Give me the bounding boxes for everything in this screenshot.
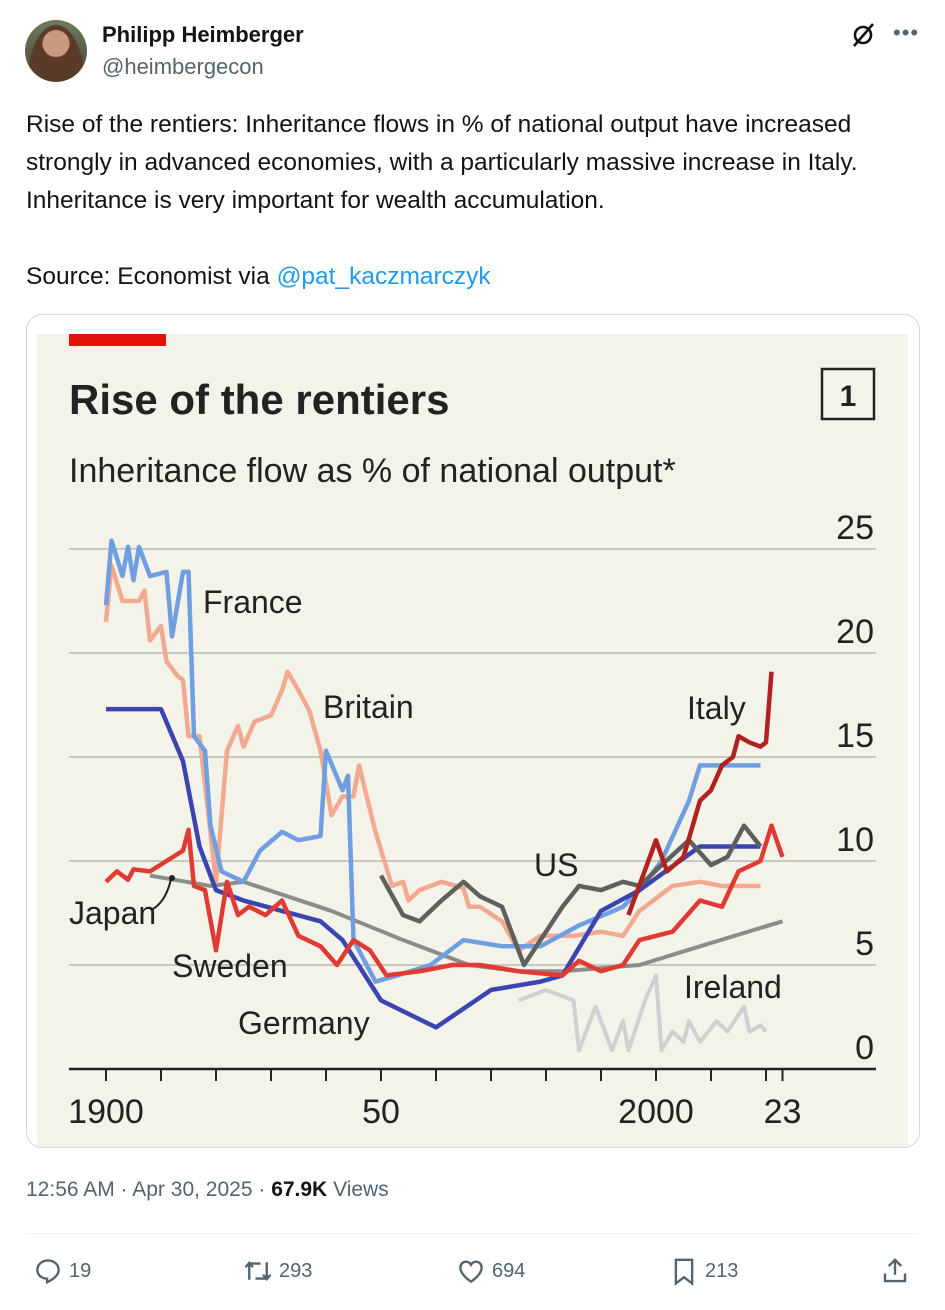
reply-icon	[36, 1259, 60, 1285]
bookmark-icon	[674, 1258, 694, 1286]
chart-number-box	[820, 367, 876, 421]
bookmark-count: 213	[705, 1259, 739, 1282]
x-tick-label: 1900	[68, 1093, 144, 1131]
reply-count: 19	[69, 1259, 92, 1282]
share-icon	[883, 1258, 907, 1283]
x-tick-label: 50	[362, 1093, 400, 1131]
chart-subtitle: Inheritance flow as % of national output…	[69, 452, 676, 490]
y-tick-label: 10	[836, 821, 874, 859]
y-tick-label: 5	[855, 925, 874, 963]
repost-button[interactable]: 293	[243, 1256, 312, 1286]
series-label-sweden: Sweden	[172, 948, 288, 984]
tweet-time[interactable]: 12:56 AM	[26, 1178, 115, 1201]
japan-leader-line	[152, 878, 172, 910]
series-line-sweden	[104, 823, 785, 978]
chart: Rise of the rentiers Inheritance flow as…	[37, 334, 908, 1147]
japan-leader-dot	[169, 875, 175, 881]
repost-count: 293	[279, 1259, 313, 1282]
series-label-us: US	[534, 847, 578, 883]
tweet-body: Rise of the rentiers: Inheritance flows …	[26, 111, 858, 214]
tweet-source: Source: Economist via @pat_kaczmarczyk	[26, 258, 916, 296]
series-line-us	[379, 823, 763, 968]
series-label-britain: Britain	[323, 689, 414, 725]
chart-image[interactable]: Rise of the rentiers Inheritance flow as…	[26, 314, 920, 1148]
series-line-germany	[106, 706, 761, 1030]
series-label-france: France	[203, 584, 303, 620]
chart-number: 1	[840, 380, 857, 413]
series-line-ireland	[517, 973, 768, 1053]
like-count: 694	[492, 1259, 526, 1282]
grok-icon[interactable]	[848, 20, 878, 50]
tweet-text: Rise of the rentiers: Inheritance flows …	[26, 106, 916, 296]
views-label: Views	[333, 1178, 389, 1201]
y-tick-label: 15	[836, 717, 874, 755]
y-tick-label: 0	[855, 1029, 874, 1067]
tweet-meta: 12:56 AM · Apr 30, 2025 · 67.9K Views	[26, 1178, 389, 1202]
y-tick-label: 25	[836, 509, 874, 547]
like-icon	[459, 1260, 483, 1284]
series-line-france	[103, 538, 761, 984]
avatar[interactable]	[25, 20, 87, 82]
chart-background	[37, 334, 908, 1147]
x-tick-label: 2000	[618, 1093, 694, 1131]
divider	[26, 1233, 918, 1234]
economist-red-bar	[69, 334, 166, 346]
author-name[interactable]: Philipp Heimberger	[102, 22, 304, 47]
y-tick-label: 20	[836, 613, 874, 651]
x-tick-label: 23	[764, 1093, 802, 1131]
separator: ·	[114, 1178, 133, 1201]
series-label-italy: Italy	[687, 690, 746, 726]
more-icon[interactable]: •••	[893, 20, 920, 45]
tweet-date[interactable]: Apr 30, 2025	[132, 1178, 253, 1201]
chart-title: Rise of the rentiers	[69, 376, 449, 423]
series-label-japan: Japan	[69, 895, 156, 931]
author-handle[interactable]: @heimbergecon	[102, 54, 264, 79]
mention-link[interactable]: @pat_kaczmarczyk	[276, 263, 491, 290]
series-label-ireland: Ireland	[684, 969, 782, 1005]
repost-icon	[244, 1261, 272, 1281]
separator: ·	[252, 1178, 272, 1201]
series-line-italy	[626, 671, 774, 916]
reply-button[interactable]: 19	[33, 1256, 91, 1286]
bookmark-button[interactable]: 213	[669, 1256, 738, 1286]
share-button[interactable]	[880, 1256, 910, 1286]
series-label-germany: Germany	[238, 1005, 370, 1041]
like-button[interactable]: 694	[456, 1256, 525, 1286]
series-line-britain	[103, 563, 761, 953]
source-prefix: Source: Economist via	[26, 263, 277, 290]
views-count: 67.9K	[271, 1178, 328, 1201]
